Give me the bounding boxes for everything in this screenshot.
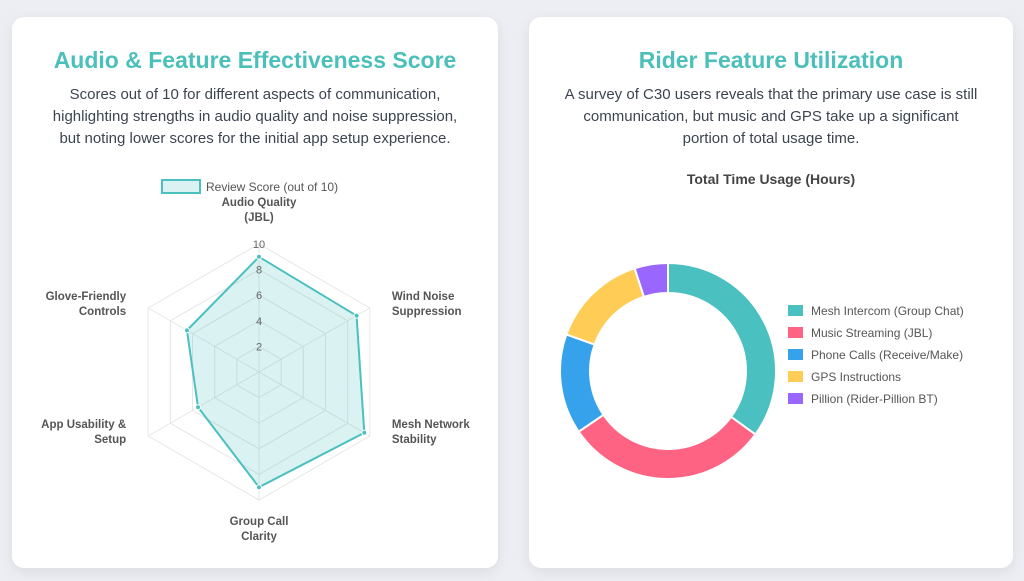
axis-label: Audio Quality xyxy=(222,197,297,209)
data-point xyxy=(195,404,202,411)
data-point xyxy=(256,253,262,260)
legend-label: Pillion (Rider-Pillion BT) xyxy=(811,392,938,406)
axis-label: (JBL) xyxy=(244,212,274,224)
tick-label: 8 xyxy=(256,265,262,277)
data-point xyxy=(183,327,190,334)
axis-label: Wind Noise xyxy=(392,291,455,303)
axis-label: Setup xyxy=(94,434,126,446)
tick-label: 2 xyxy=(256,341,262,353)
legend-swatch xyxy=(788,349,803,360)
radar-card: Audio & Feature Effectiveness Score Scor… xyxy=(12,17,498,568)
grid-spoke xyxy=(147,371,260,437)
legend-label: GPS Instructions xyxy=(811,370,901,384)
donut-chart: Total Time Usage (Hours) Mesh Intercom (G… xyxy=(559,171,964,480)
data-point xyxy=(256,484,262,491)
axis-label: Controls xyxy=(79,306,126,318)
legend-swatch xyxy=(161,179,201,194)
axis-label: Stability xyxy=(392,434,437,446)
axis-label: Clarity xyxy=(241,531,277,543)
radar-chart: Review Score (out of 10) 2 4 6 8 10 Audio Qual… xyxy=(41,179,471,543)
legend-label: Music Streaming (JBL) xyxy=(811,326,932,340)
legend-swatch xyxy=(788,305,803,316)
legend-label: Mesh Intercom (Group Chat) xyxy=(811,304,964,318)
radar-description: Scores out of 10 for different aspects o… xyxy=(52,86,458,147)
legend-swatch xyxy=(788,393,803,404)
tick-label: 6 xyxy=(256,290,262,302)
axis-label: Glove-Friendly xyxy=(46,291,127,303)
axis-label: Suppression xyxy=(392,306,462,318)
series-area xyxy=(185,255,366,489)
legend-swatch xyxy=(788,371,803,382)
donut-slice xyxy=(559,333,605,434)
donut-slice xyxy=(565,267,646,346)
donut-card: Rider Feature Utilization A survey of C3… xyxy=(529,17,1013,568)
donut-slice xyxy=(633,261,669,299)
tick-label: 10 xyxy=(253,239,265,251)
grid-spoke xyxy=(258,371,371,437)
grid-spoke xyxy=(147,307,260,373)
legend-label: Phone Calls (Receive/Make) xyxy=(811,348,963,362)
tick-label: 4 xyxy=(256,316,262,328)
data-point xyxy=(361,429,368,436)
axis-label: Mesh Network xyxy=(392,419,471,431)
radar-title: Audio & Feature Effectiveness Score xyxy=(53,47,457,73)
axis-label: App Usability & xyxy=(41,419,126,431)
legend-swatch xyxy=(788,327,803,338)
donut-description: A survey of C30 users reveals that the p… xyxy=(564,86,978,147)
chart-subtitle: Total Time Usage (Hours) xyxy=(687,171,855,187)
donut-slice xyxy=(577,413,757,480)
grid-spoke xyxy=(258,307,371,373)
axis-label: Group Call xyxy=(230,516,289,528)
data-point xyxy=(353,312,360,319)
donut-slice xyxy=(667,261,777,436)
legend-label: Review Score (out of 10) xyxy=(206,180,338,194)
donut-title: Rider Feature Utilization xyxy=(638,47,904,73)
